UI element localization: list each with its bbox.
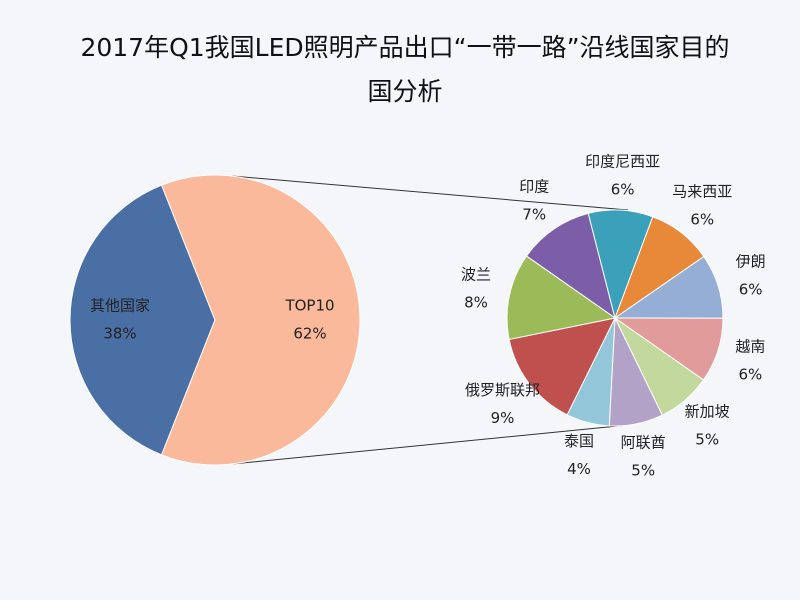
value-label: 6%: [611, 181, 635, 199]
value-label: 6%: [690, 210, 714, 228]
value-label: 62%: [293, 325, 326, 343]
value-label: 5%: [695, 431, 719, 449]
slice-label: 印度: [519, 178, 549, 196]
connector-line: [231, 175, 629, 211]
pie-slice: [506, 255, 617, 341]
slice-label: 阿联酋: [621, 434, 666, 452]
value-label: 8%: [464, 294, 488, 312]
slice-label: 俄罗斯联邦: [465, 381, 540, 399]
slice-label: 印度尼西亚: [585, 153, 660, 171]
value-label: 6%: [739, 280, 763, 298]
value-label: 4%: [567, 460, 591, 478]
slice-label: 新加坡: [685, 403, 730, 421]
chart-title: 2017年Q1我国LED照明产品出口“一带一路”沿线国家目的国分析: [80, 33, 730, 106]
pie-slice: [160, 174, 361, 466]
pie-slice: [525, 212, 616, 320]
value-label: 5%: [631, 462, 655, 480]
pie-slice: [508, 317, 616, 416]
value-label: 9%: [491, 409, 515, 427]
slice-label: 其他国家: [90, 297, 150, 315]
value-label: 38%: [103, 325, 136, 343]
slice-label: 马来西亚: [672, 182, 732, 200]
value-label: 6%: [738, 365, 762, 383]
slice-label: 越南: [735, 337, 765, 355]
slice-label: 伊朗: [736, 252, 766, 270]
slice-label: 泰国: [564, 432, 594, 450]
slice-label: TOP10: [284, 297, 334, 315]
connector-line: [231, 424, 629, 465]
value-label: 7%: [522, 206, 546, 224]
pie-slice: [69, 184, 216, 456]
slice-label: 波兰: [461, 266, 491, 284]
